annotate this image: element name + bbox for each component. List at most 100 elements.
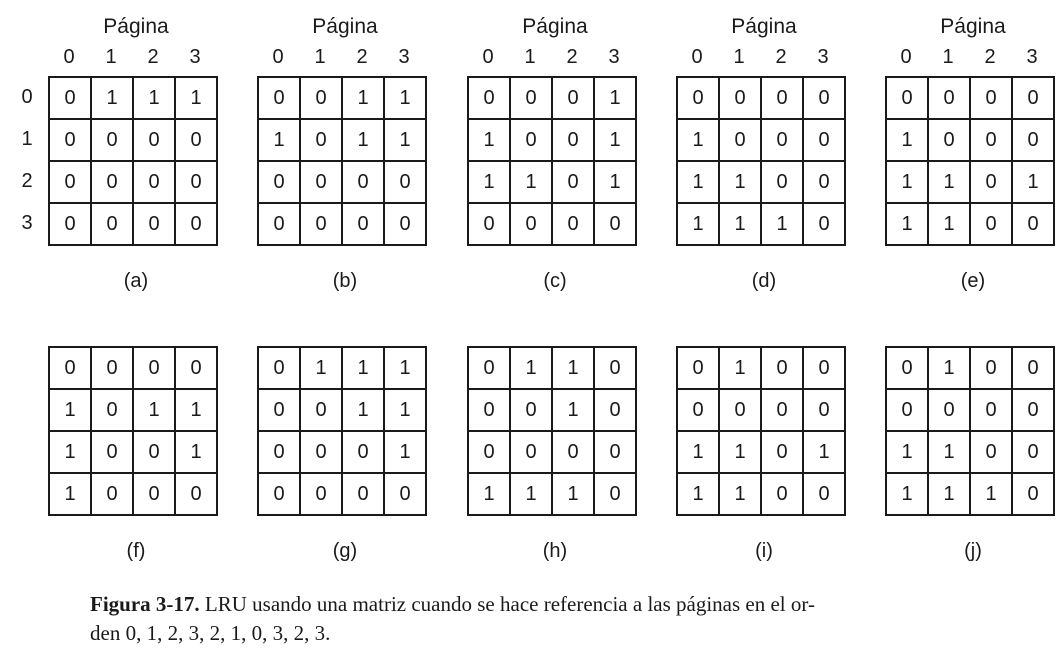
- matrix-cell: 0: [762, 474, 804, 516]
- matrix-cell: 0: [92, 474, 134, 516]
- matrix-cell: 1: [511, 348, 553, 390]
- caption-text-line-2: den 0, 1, 2, 3, 2, 1, 0, 3, 2, 3.: [90, 621, 331, 645]
- matrix-panel-a: Página 0 1 2 3 0 1 2 3 0 1 1 1 0 0 0 0 0 0 0 0 0 0 0 0 (a): [15, 0, 227, 292]
- column-headers: 0 1 2 3: [467, 44, 643, 70]
- matrix-cell: 1: [929, 432, 971, 474]
- matrix-panel-i: 0 1 0 0 0 0 0 0 1 1 0 1 1 1 0 0 (i): [643, 346, 855, 616]
- column-header: 2: [356, 46, 368, 68]
- matrix-panel-g: 0 1 1 1 0 0 1 1 0 0 0 1 0 0 0 0 (g): [224, 346, 436, 616]
- matrix-cell: 0: [259, 162, 301, 204]
- matrix-cell: 0: [301, 390, 343, 432]
- row-header: 2: [21, 170, 33, 192]
- matrix-cell: 0: [887, 390, 929, 432]
- matrix-cell: 1: [929, 348, 971, 390]
- page-axis-title: Página: [731, 15, 797, 38]
- panel-label: (j): [964, 540, 982, 562]
- caption-label: Figura 3-17.: [90, 592, 200, 616]
- column-header: 1: [314, 46, 326, 68]
- matrix-cell: 1: [553, 474, 595, 516]
- matrix-cell: 0: [134, 432, 176, 474]
- column-header: 2: [566, 46, 578, 68]
- matrix-cell: 0: [678, 348, 720, 390]
- matrix-cell: 1: [176, 432, 218, 474]
- matrix-cell: 0: [50, 162, 92, 204]
- column-header: 3: [608, 46, 620, 68]
- matrix-cell: 0: [595, 204, 637, 246]
- matrix-cell: 0: [595, 432, 637, 474]
- matrix-cell: 0: [762, 120, 804, 162]
- matrix-cell: 1: [343, 78, 385, 120]
- matrix-cell: 0: [469, 390, 511, 432]
- matrix-cell: 0: [385, 204, 427, 246]
- matrix-cell: 0: [385, 474, 427, 516]
- matrix-cell: 1: [678, 120, 720, 162]
- page-axis-title: Página: [103, 15, 169, 38]
- matrix-cell: 1: [259, 120, 301, 162]
- matrix-cell: 0: [469, 78, 511, 120]
- page-axis-title: Página: [940, 15, 1006, 38]
- matrix-cell: 1: [678, 204, 720, 246]
- matrix-cell: 0: [804, 162, 846, 204]
- matrix-cell: 0: [929, 120, 971, 162]
- matrix-cell: 0: [1013, 348, 1055, 390]
- panel-label: (f): [126, 540, 146, 562]
- column-header: 2: [147, 46, 159, 68]
- matrix-cell: 0: [469, 348, 511, 390]
- matrix-cell: 0: [134, 348, 176, 390]
- matrix-cell: 0: [553, 432, 595, 474]
- matrix-cell: 1: [176, 390, 218, 432]
- matrix-cell: 1: [343, 120, 385, 162]
- panel-label: (b): [332, 270, 358, 292]
- matrix-cell: 0: [762, 348, 804, 390]
- matrix-cell: 0: [595, 474, 637, 516]
- matrix-cell: 0: [720, 120, 762, 162]
- column-header: 2: [775, 46, 787, 68]
- column-headers: 0 1 2 3: [48, 44, 224, 70]
- matrix-cell: 0: [134, 204, 176, 246]
- matrix-cell: 0: [92, 348, 134, 390]
- page-axis-title: Página: [312, 15, 378, 38]
- column-header: 1: [524, 46, 536, 68]
- column-header: 1: [105, 46, 117, 68]
- matrix-cell: 0: [511, 390, 553, 432]
- row-headers: 0 1 2 3: [15, 76, 39, 244]
- matrix-cell: 1: [176, 78, 218, 120]
- matrix-cell: 1: [929, 204, 971, 246]
- caption-text-line-1: LRU usando una matriz cuando se hace ref…: [204, 592, 815, 616]
- figure: Página 0 1 2 3 0 1 2 3 0 1 1 1 0 0 0 0 0 0 0 0 0 0 0 0 (a) Página 0…: [15, 0, 1055, 562]
- matrix-cell: 0: [804, 390, 846, 432]
- matrix-cell: 1: [511, 162, 553, 204]
- matrix-cell: 0: [134, 474, 176, 516]
- matrix-cell: 0: [1013, 204, 1055, 246]
- matrix-cell: 0: [343, 474, 385, 516]
- matrix-cell: 0: [259, 390, 301, 432]
- matrix-cell: 0: [678, 390, 720, 432]
- column-header: 0: [63, 46, 75, 68]
- matrix-cell: 0: [176, 120, 218, 162]
- matrix-cell: 0: [301, 120, 343, 162]
- matrix-cell: 1: [50, 432, 92, 474]
- figure-caption: Figura 3-17. LRU usando una matriz cuand…: [90, 590, 1020, 648]
- matrix-cell: 0: [762, 432, 804, 474]
- matrix-cell: 1: [887, 432, 929, 474]
- matrix-cell: 0: [176, 162, 218, 204]
- row-header: 3: [21, 212, 33, 234]
- matrix-cell: 0: [50, 204, 92, 246]
- matrix-cell: 0: [971, 162, 1013, 204]
- matrix-cell: 0: [887, 348, 929, 390]
- matrix-cell: 0: [176, 348, 218, 390]
- matrix-panel-c: Página 0 1 2 3 0 0 0 1 1 0 0 1 1 1 0 1 0 0 0 0 (c): [434, 0, 646, 292]
- matrix-cell: 0: [511, 78, 553, 120]
- matrix-cell: 0: [971, 204, 1013, 246]
- matrix-cell: 1: [50, 474, 92, 516]
- matrix-panel-d: Página 0 1 2 3 0 0 0 0 1 0 0 0 1 1 0 0 1 1 1 0 (d): [643, 0, 855, 292]
- matrix-cell: 0: [553, 120, 595, 162]
- matrix-cell: 0: [804, 120, 846, 162]
- matrix-cell: 0: [929, 390, 971, 432]
- matrix-cell: 0: [259, 204, 301, 246]
- matrix-cell: 0: [762, 162, 804, 204]
- column-header: 1: [733, 46, 745, 68]
